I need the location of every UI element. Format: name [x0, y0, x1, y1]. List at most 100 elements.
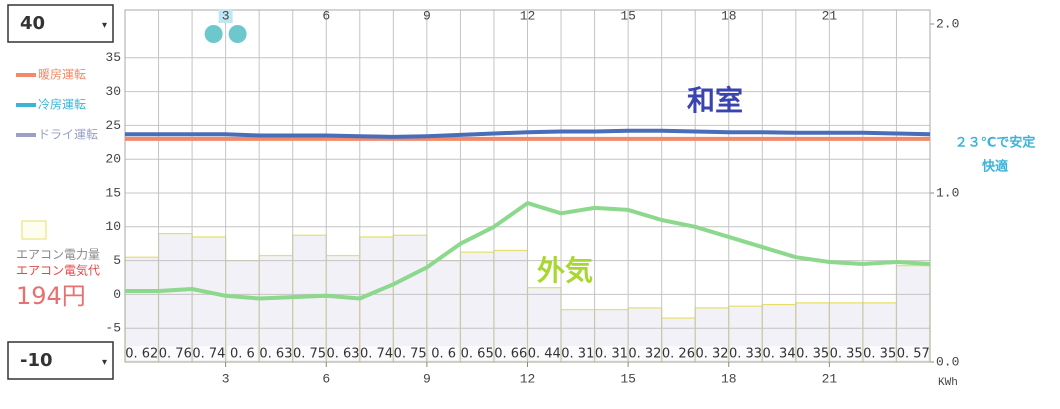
y-tick-label: 20 [105, 152, 121, 167]
bar-value-label: 0. 74 [360, 347, 393, 362]
select-arrow: ▾ [102, 20, 107, 31]
value-label-bg [194, 346, 224, 360]
x-tick-label: 15 [620, 371, 636, 386]
energy-swatch [21, 220, 47, 240]
value-label-bg [697, 346, 727, 360]
y-tick-label: 10 [105, 219, 121, 234]
value-label-bg [160, 346, 191, 360]
select-value: 40 [20, 13, 45, 34]
bar-value-label: 0. 6 [230, 347, 255, 362]
bar-value-label: 0. 63 [259, 347, 292, 362]
select-box[interactable] [7, 341, 114, 380]
bar-value-label: 0. 35 [796, 347, 829, 362]
energy-bar [493, 249, 529, 363]
bar-value-label: 0. 65 [461, 347, 494, 362]
y-tick-label: 5 [113, 253, 121, 268]
value-label-bg [495, 346, 526, 360]
y2-tick-label: 1.0 [936, 185, 959, 200]
x-tick-label-top: 3 [222, 8, 230, 23]
bar-value-label: 0. 35 [830, 347, 863, 362]
select-value: -10 [20, 350, 53, 371]
x-tick-label-top: 12 [520, 8, 536, 23]
bar-value-label: 0. 32 [695, 347, 728, 362]
x-tick-label-top: 9 [423, 8, 431, 23]
legend-label: 暖房運転 [38, 67, 86, 82]
bar-value-label: 0. 75 [293, 347, 326, 362]
value-label-bg [261, 346, 291, 360]
value-label-bg [395, 346, 425, 360]
y2-tick-label: 2.0 [936, 16, 959, 31]
bar-value-label: 0. 33 [729, 347, 762, 362]
bar-value-label: 0. 63 [326, 347, 359, 362]
value-label-bg [797, 346, 828, 360]
value-label-bg [630, 346, 660, 360]
value-label-bg [361, 346, 392, 360]
marker-highlight [218, 9, 233, 23]
bar-value-label: 0. 6 [431, 347, 456, 362]
bar-value-label: 0. 66 [494, 347, 527, 362]
value-label-bg [730, 346, 761, 360]
y2-unit: KWh [938, 377, 958, 389]
legend-label: 冷房運転 [38, 97, 86, 112]
bar-value-label: 0. 34 [763, 347, 796, 362]
bar-value-label: 0. 57 [897, 347, 930, 362]
x-tick-label-top: 18 [721, 8, 737, 23]
value-label-bg [864, 346, 895, 360]
value-label-bg [127, 346, 157, 360]
energy-bar [191, 236, 227, 363]
bar-value-label: 0. 74 [192, 347, 225, 362]
bar-value-label: 0. 35 [863, 347, 896, 362]
ymax-select[interactable]: 40 ▾ [7, 4, 114, 43]
series-label: 外気 [537, 254, 593, 287]
y-tick-label: 35 [105, 50, 121, 65]
bar-value-label: 0. 32 [628, 347, 661, 362]
annotation: 快適 [982, 159, 1008, 175]
y-tick-label: 25 [105, 118, 121, 133]
value-label-bg [831, 346, 861, 360]
bar-value-label: 0. 75 [394, 347, 427, 362]
x-tick-label: 12 [520, 371, 536, 386]
select-box[interactable] [7, 4, 114, 43]
value-label-bg [529, 346, 560, 360]
value-label-bg [294, 346, 325, 360]
legend-label: ドライ運転 [38, 128, 98, 142]
x-tick-label-top: 15 [620, 8, 636, 23]
energy-bar [157, 232, 193, 363]
value-label-bg [898, 346, 928, 360]
ymin-select[interactable]: -10 ▾ [7, 341, 114, 380]
energy-bar [359, 236, 394, 363]
y2-tick-label: 0.0 [936, 354, 959, 369]
bar-value-label: 0. 44 [528, 347, 561, 362]
x-tick-label-top: 21 [822, 8, 838, 23]
x-tick-label: 3 [222, 371, 230, 386]
cost-value: 194円 [16, 282, 86, 310]
series-line [125, 201, 931, 301]
x-tick-label: 9 [423, 371, 431, 386]
value-label-bg [663, 346, 694, 360]
annotation: ２３℃で安定 [955, 135, 1036, 151]
value-label-bg [596, 346, 627, 360]
value-label-bg [428, 346, 459, 360]
y-tick-label: 15 [105, 185, 121, 200]
energy-label: エアコン電力量 [16, 248, 100, 262]
bar-value-label: 0. 26 [662, 347, 695, 362]
series-label: 和室 [687, 84, 743, 117]
bar-value-label: 0. 31 [561, 347, 594, 362]
energy-bar [392, 234, 428, 363]
bar-value-label: 0. 31 [595, 347, 628, 362]
bar-value-label: 0. 62 [125, 347, 158, 362]
cost-label: エアコン電気代 [16, 263, 100, 278]
x-tick-label: 6 [322, 371, 330, 386]
marker-icon [204, 25, 223, 43]
marker-icon [228, 25, 247, 43]
y-tick-label: 0 [113, 287, 121, 302]
value-label-bg [462, 346, 492, 360]
value-label-bg [227, 346, 258, 360]
y-tick-label: 30 [105, 84, 121, 99]
bar-value-label: 0. 76 [159, 347, 192, 362]
value-label-bg [764, 346, 794, 360]
x-tick-label: 18 [721, 371, 737, 386]
x-tick-label: 21 [822, 371, 838, 386]
y-tick-label: -5 [105, 321, 121, 336]
